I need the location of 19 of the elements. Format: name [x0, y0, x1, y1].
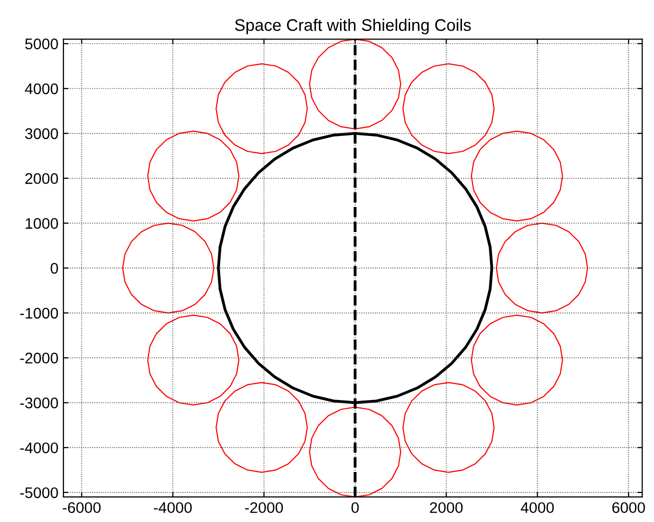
x-tick-label: 2000 [430, 502, 463, 514]
y-tick-label: -2000 [20, 352, 58, 364]
y-tick-label: 1000 [26, 218, 58, 229]
x-tick-label: -2000 [245, 502, 283, 514]
y-tick-label: -1000 [20, 308, 58, 319]
x-tick-label: 0 [351, 502, 359, 514]
y-tick-label: 0 [50, 262, 58, 274]
x-tick-label: 6000 [612, 502, 645, 514]
y-tick-label: -3000 [20, 398, 58, 408]
chart-title: Space Craft with Shielding Coils [235, 18, 471, 34]
y-tick-label: -5000 [20, 487, 58, 498]
x-tick-label: -6000 [62, 502, 101, 514]
x-tick-label: -4000 [154, 502, 192, 514]
y-tick-label: 4000 [24, 83, 58, 94]
x-tick-label: 4000 [520, 502, 554, 514]
y-tick-label: 3000 [25, 128, 58, 140]
y-tick-label: 2000 [25, 173, 58, 184]
y-tick-label: -4000 [20, 442, 58, 454]
y-tick-label: 5000 [25, 38, 58, 50]
